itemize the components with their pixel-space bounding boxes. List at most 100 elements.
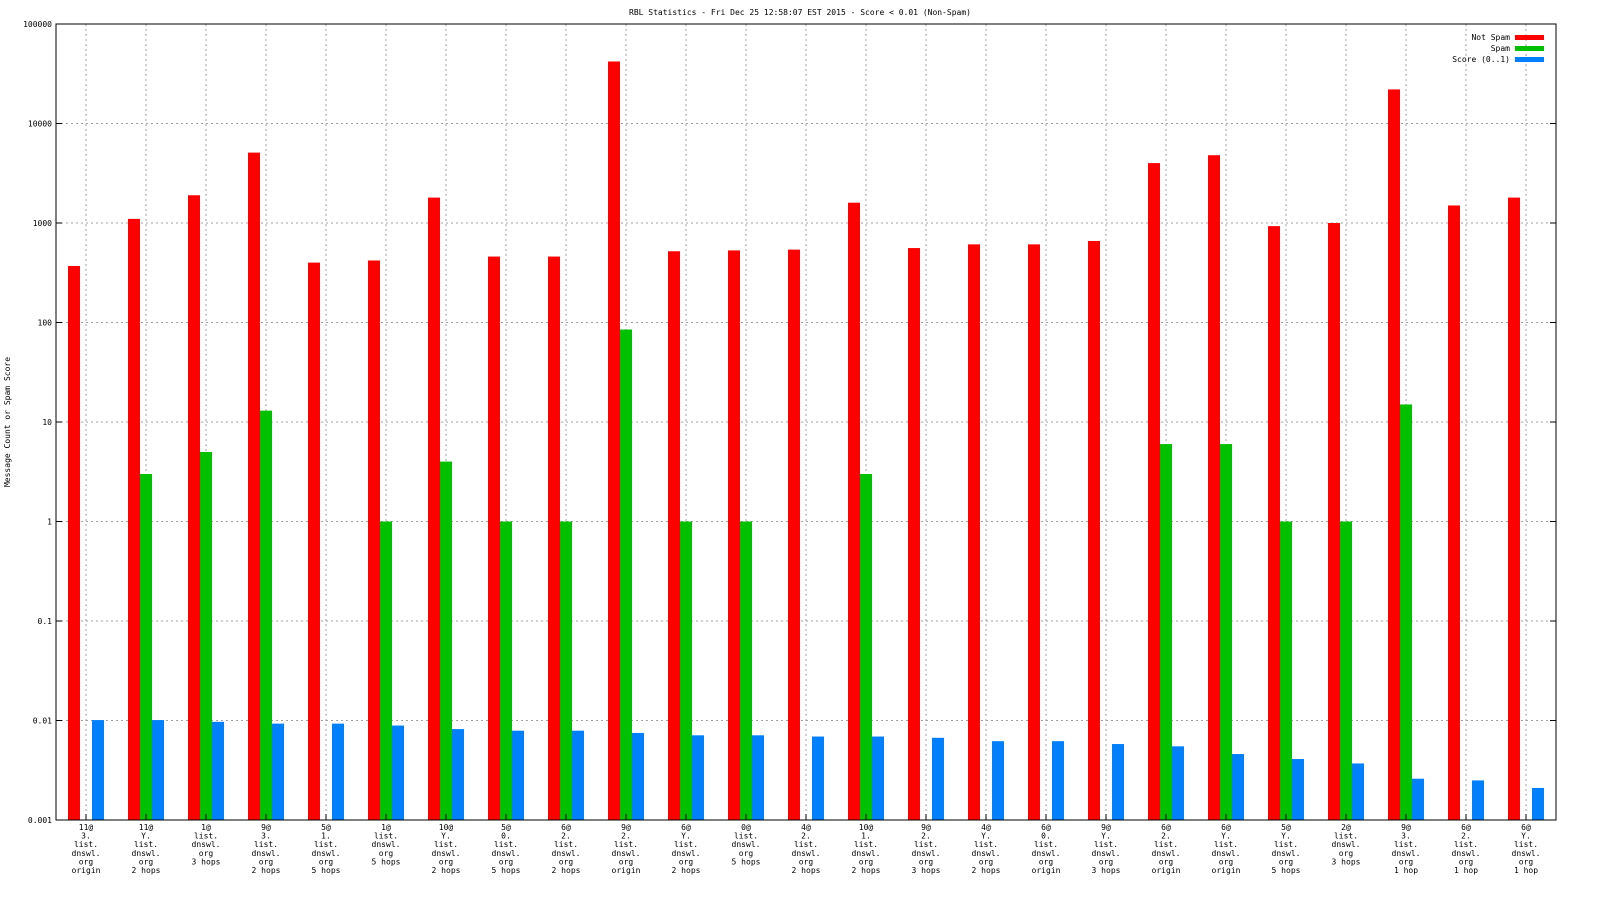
legend-swatch [1515,57,1544,62]
bar-not-spam-21 [1328,223,1340,820]
x-category-label: 9@ Y. list. dnswl. org 3 hops [1092,823,1121,875]
bar-score-0-1-2 [212,721,224,820]
x-category-label: 6@ Y. list. dnswl. org 1 hop [1512,823,1541,875]
axes [55,23,1557,821]
bar-not-spam-12 [788,249,800,820]
bar-score-0-1-23 [1472,780,1484,820]
bar-score-0-1-18 [1172,746,1184,820]
bar-score-0-1-1 [152,720,164,820]
x-category-label: 0@ list. dnswl. org 5 hops [732,823,761,866]
legend-label: Score (0..1) [1452,55,1510,64]
bar-score-0-1-19 [1232,754,1244,820]
bar-score-0-1-8 [572,730,584,820]
bar-score-0-1-15 [992,741,1004,820]
bar-spam-13 [860,474,872,820]
bar-spam-7 [500,521,512,820]
x-category-label: 5@ 1. list. dnswl. org 5 hops [312,823,341,875]
x-category-label: 6@ Y. list. dnswl. org origin [1212,823,1241,875]
y-tick-label: 10 [42,418,52,427]
y-tick-label: 0.001 [28,816,52,825]
bar-spam-20 [1280,521,1292,820]
bar-not-spam-6 [428,197,440,820]
bar-spam-19 [1220,444,1232,820]
bar-not-spam-10 [668,251,680,820]
x-category-label: 6@ 2. list. dnswl. org origin [1152,823,1181,875]
x-category-label: 11@ 3. list. dnswl. org origin [72,823,101,875]
bar-not-spam-17 [1088,240,1100,820]
bar-not-spam-8 [548,256,560,820]
bar-not-spam-4 [308,262,320,820]
bar-spam-1 [140,474,152,820]
x-category-label: 9@ 2. list. dnswl. org origin [612,823,641,875]
bar-score-0-1-12 [812,736,824,820]
x-category-label: 5@ 0. list. dnswl. org 5 hops [492,823,521,875]
legend-label: Not Spam [1471,33,1510,42]
x-category-label: 4@ 2. list. dnswl. org 2 hops [792,823,821,875]
bar-score-0-1-24 [1532,787,1544,820]
legend-label: Spam [1491,44,1510,53]
bar-spam-21 [1340,521,1352,820]
grid-lines [56,24,1556,820]
y-tick-label: 0.01 [33,717,52,726]
bar-not-spam-16 [1028,244,1040,820]
bar-not-spam-19 [1208,155,1220,820]
bar-spam-3 [260,410,272,820]
bar-spam-18 [1160,444,1172,820]
legend-swatch [1515,46,1544,51]
bar-score-0-1-0 [92,720,104,820]
x-category-label: 9@ 2. list. dnswl. org 3 hops [912,823,941,875]
bar-score-0-1-16 [1052,741,1064,820]
y-tick-labels: 100000 10000 1000 100 10 1 0.1 0.01 0.001 [23,20,52,825]
x-category-labels: 11@ 3. list. dnswl. org origin 11@ Y. list. dnswl… [72,823,1541,875]
legend-swatch [1515,35,1544,40]
bar-score-0-1-5 [392,725,404,820]
bars [68,61,1544,821]
bar-spam-11 [740,521,752,820]
bar-score-0-1-7 [512,730,524,820]
y-tick-label: 1 [47,518,52,527]
bar-not-spam-18 [1148,163,1160,820]
bar-not-spam-11 [728,250,740,820]
bar-not-spam-0 [68,265,80,820]
bar-not-spam-24 [1508,197,1520,820]
bar-spam-5 [380,521,392,820]
y-tick-label: 100 [38,319,53,328]
x-category-label: 9@ 3. list. dnswl. org 1 hop [1392,823,1421,875]
bar-not-spam-5 [368,260,380,820]
x-category-label: 6@ 2. list. dnswl. org 2 hops [552,823,581,875]
bar-score-0-1-9 [632,732,644,820]
bar-not-spam-20 [1268,226,1280,821]
x-category-label: 5@ Y. list. dnswl. org 5 hops [1272,823,1301,875]
bar-not-spam-13 [848,202,860,820]
bar-not-spam-15 [968,244,980,820]
bar-spam-22 [1400,404,1412,820]
y-tick-label: 1000 [33,219,52,228]
plot-border [55,23,1557,821]
bar-score-0-1-4 [332,723,344,820]
x-category-label: 4@ Y. list. dnswl. org 2 hops [972,823,1001,875]
chart-title: RBL Statistics - Fri Dec 25 12:58:07 EST… [629,8,971,17]
y-tick-label: 0.1 [38,617,53,626]
x-category-label: 10@ Y. list. dnswl. org 2 hops [432,823,461,875]
bar-score-0-1-21 [1352,763,1364,820]
bar-not-spam-1 [128,218,140,821]
bar-score-0-1-3 [272,723,284,820]
x-category-label: 10@ 1. list. dnswl. org 2 hops [852,823,881,875]
bar-spam-2 [200,451,212,820]
bar-spam-10 [680,521,692,820]
x-category-label: 1@ list. dnswl. org 3 hops [192,823,221,866]
bar-not-spam-7 [488,256,500,820]
bar-not-spam-3 [248,152,260,820]
x-category-label: 6@ Y. list. dnswl. org 2 hops [672,823,701,875]
x-category-label: 2@ list. dnswl. org 3 hops [1332,823,1361,866]
y-axis-label: Message Count or Spam Score [3,357,12,487]
bar-score-0-1-14 [932,737,944,820]
x-category-label: 9@ 3. list. dnswl. org 2 hops [252,823,281,875]
bar-not-spam-22 [1388,89,1400,820]
bar-spam-8 [560,521,572,820]
legend: Not Spam Spam Score (0..1) [1452,33,1544,64]
bar-score-0-1-11 [752,735,764,820]
bar-score-0-1-13 [872,736,884,820]
bar-not-spam-14 [908,248,920,820]
